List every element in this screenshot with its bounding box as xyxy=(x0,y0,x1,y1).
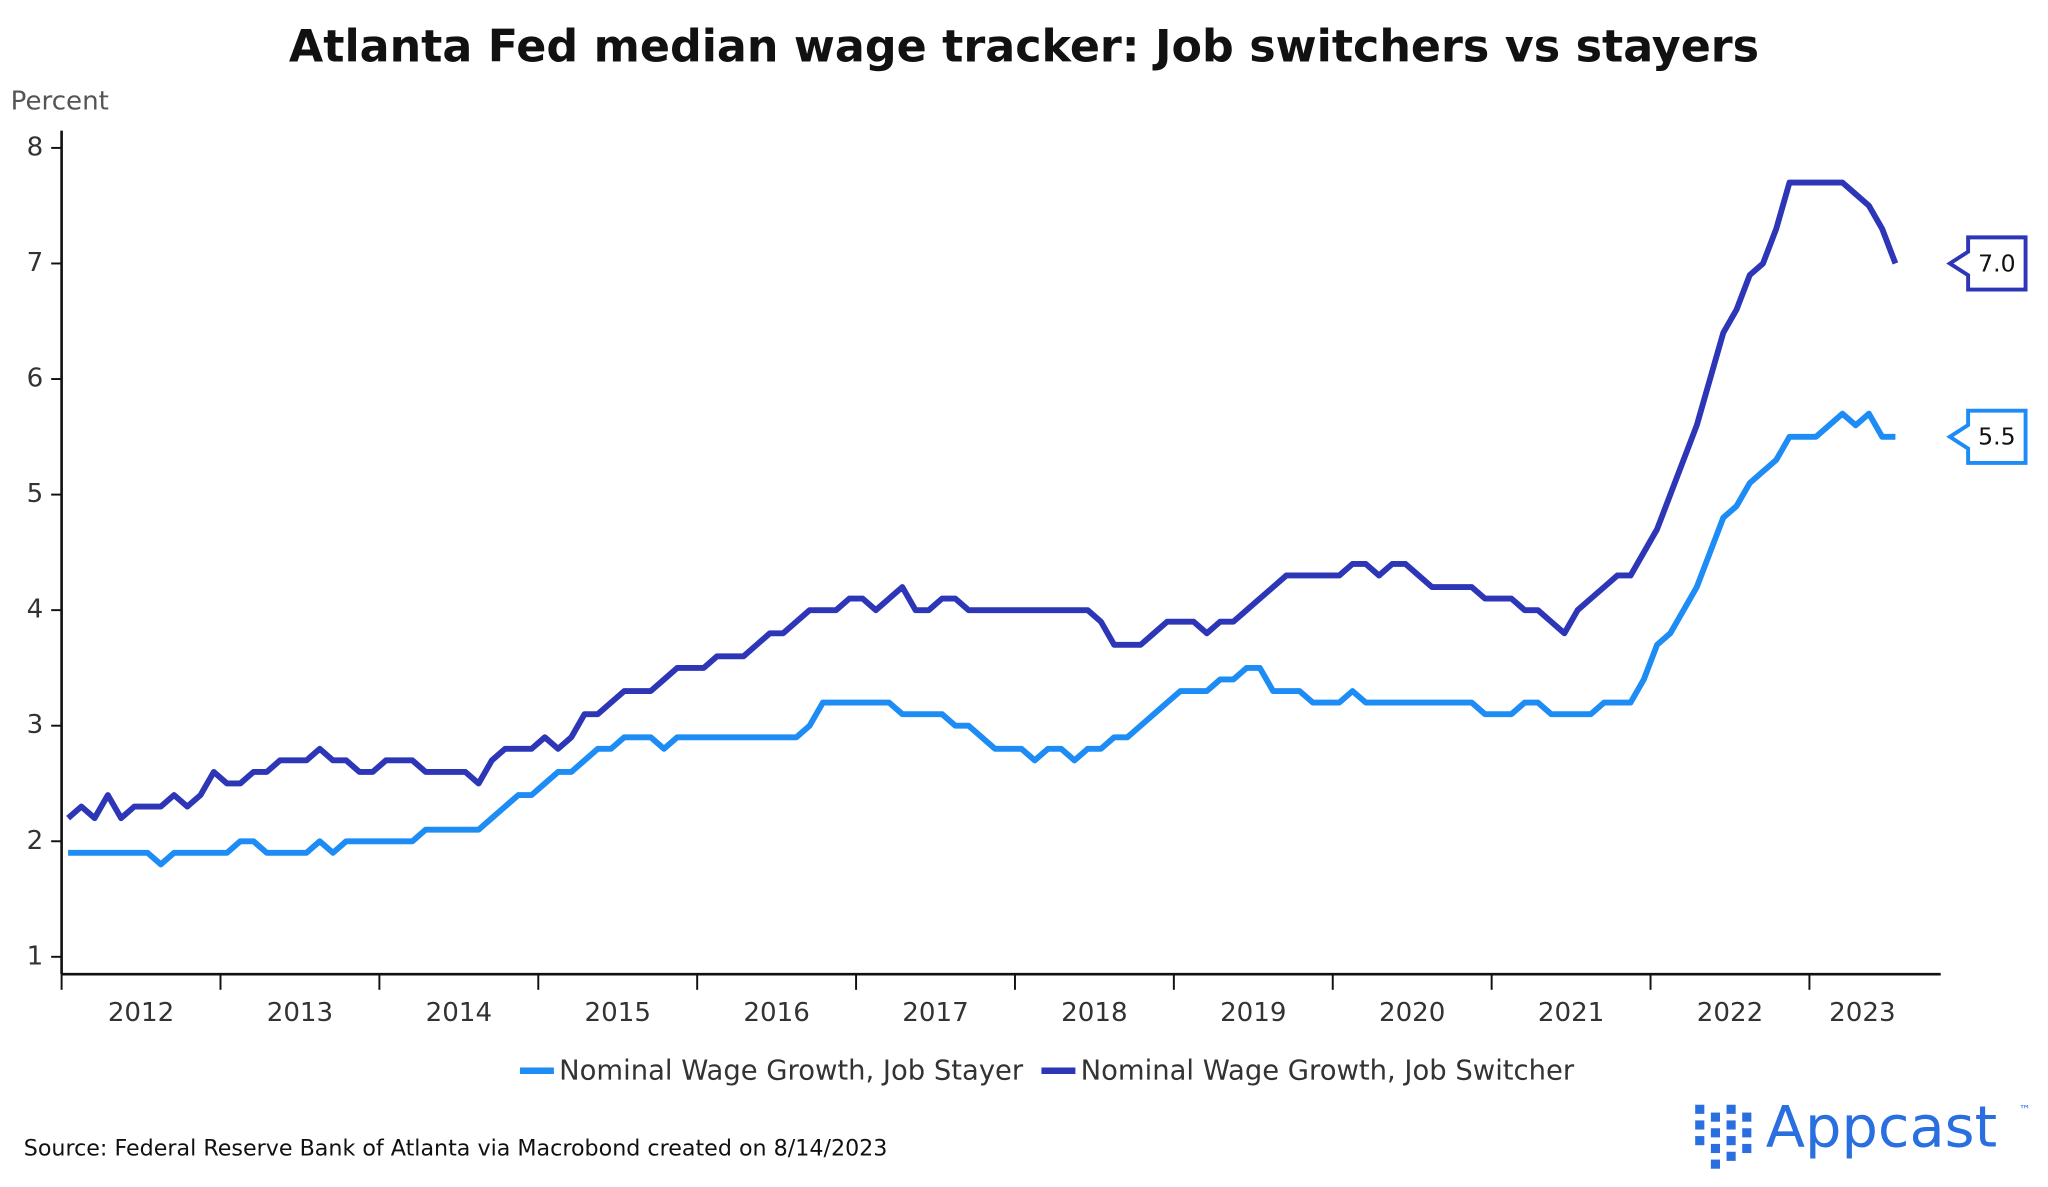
y-tick-label: 3 xyxy=(27,710,44,740)
legend-label: Nominal Wage Growth, Job Switcher xyxy=(1081,1056,1575,1087)
x-tick-label: 2018 xyxy=(1061,998,1127,1028)
logo-trademark: ™ xyxy=(2019,1102,2031,1116)
x-tick-label: 2014 xyxy=(426,998,492,1028)
x-tick-label: 2015 xyxy=(585,998,651,1028)
x-tick-label: 2019 xyxy=(1220,998,1286,1028)
y-tick-label: 7 xyxy=(27,248,44,278)
y-tick-label: 8 xyxy=(27,132,44,162)
value-callout xyxy=(1946,408,2028,465)
value-label: 7.0 xyxy=(1978,249,2015,277)
source-note: Source: Federal Reserve Bank of Atlanta … xyxy=(24,1136,888,1162)
y-axis-label: Percent xyxy=(11,86,109,116)
series-line xyxy=(66,179,1899,822)
y-tick-label: 6 xyxy=(27,364,44,394)
x-tick-label: 2016 xyxy=(743,998,809,1028)
x-tick-label: 2013 xyxy=(267,998,333,1028)
y-tick-label: 2 xyxy=(27,826,44,856)
legend-label: Nominal Wage Growth, Job Stayer xyxy=(559,1056,1024,1087)
x-tick-label: 2012 xyxy=(108,998,174,1028)
x-tick-label: 2022 xyxy=(1697,998,1763,1028)
value-label: 5.5 xyxy=(1978,423,2015,451)
series-line xyxy=(68,410,1896,868)
y-tick-label: 1 xyxy=(27,941,44,971)
logo-text: Appcast xyxy=(1766,1093,1997,1160)
x-tick-label: 2020 xyxy=(1379,998,1445,1028)
y-tick-label: 5 xyxy=(27,479,44,509)
value-callout xyxy=(1946,235,2028,292)
x-tick-label: 2017 xyxy=(902,998,968,1028)
x-tick-label: 2023 xyxy=(1829,998,1895,1028)
y-tick-label: 4 xyxy=(27,595,44,625)
chart-title: Atlanta Fed median wage tracker: Job swi… xyxy=(289,22,1759,73)
logo-mark xyxy=(1695,1104,1752,1169)
x-tick-label: 2021 xyxy=(1538,998,1604,1028)
